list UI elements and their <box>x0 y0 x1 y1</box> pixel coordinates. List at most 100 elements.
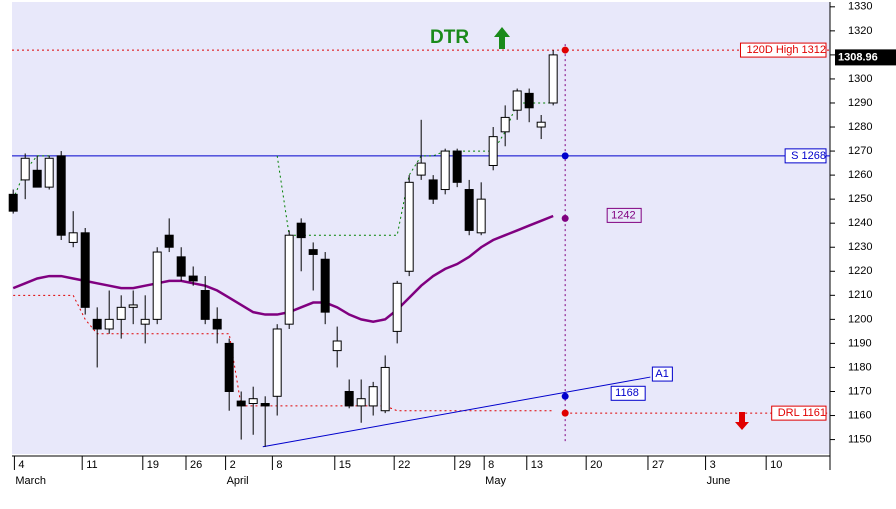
candle-body <box>68 232 78 243</box>
month-label: May <box>485 475 506 487</box>
x-tick-label: 8 <box>488 459 494 471</box>
candle-body <box>116 306 126 320</box>
month-label: June <box>707 475 731 487</box>
candle-body <box>524 92 534 109</box>
x-tick-label: 27 <box>652 459 664 471</box>
candle-body <box>308 249 318 255</box>
marker-label-box <box>610 385 646 401</box>
overlay-line <box>13 294 554 412</box>
candle-body <box>140 318 150 325</box>
last-price-box <box>835 49 896 66</box>
x-tick-label: 29 <box>459 459 471 471</box>
candle-body <box>104 318 114 330</box>
y-tick-label: 1150 <box>848 433 872 445</box>
level-label-box <box>739 42 827 58</box>
candle-body <box>500 116 510 133</box>
level-label: 120D High 1312 <box>746 44 826 56</box>
x-tick-label: 22 <box>398 459 410 471</box>
month-label: April <box>227 475 249 487</box>
candle-body <box>476 198 486 234</box>
candle-body <box>416 162 426 176</box>
marker-label-box <box>606 207 642 223</box>
y-tick-label: 1270 <box>848 145 872 157</box>
candle-body <box>32 169 42 188</box>
y-tick-label: 1330 <box>848 1 872 13</box>
candle-body <box>488 136 498 166</box>
candle-body <box>56 155 66 236</box>
level-label: DRL 1161 <box>778 407 826 419</box>
x-tick-label: 8 <box>276 459 282 471</box>
candle-body <box>200 290 210 320</box>
y-tick-label: 1160 <box>848 409 872 421</box>
candle-body <box>20 157 30 181</box>
up-arrow <box>494 27 510 49</box>
x-tick-label: 10 <box>770 459 782 471</box>
candle-body <box>236 400 246 407</box>
month-label: March <box>15 475 46 487</box>
marker-dot <box>561 152 569 160</box>
candle-body <box>92 318 102 330</box>
candle-body <box>452 150 462 183</box>
candle-body <box>188 275 198 282</box>
marker-dot <box>561 392 569 400</box>
y-tick-label: 1230 <box>848 241 872 253</box>
annotation: DTR <box>430 27 469 48</box>
marker-dot <box>561 46 569 54</box>
candle-body <box>80 232 90 308</box>
y-tick-label: 1190 <box>848 337 872 349</box>
candle-body <box>260 403 270 407</box>
level-label: S 1268 <box>791 150 826 162</box>
marker-dot <box>561 214 569 222</box>
marker-dot <box>561 409 569 417</box>
candle-body <box>380 366 390 412</box>
x-tick-label: 2 <box>230 459 236 471</box>
trendline-label-box <box>651 366 673 382</box>
x-tick-label: 15 <box>339 459 351 471</box>
candle-body <box>344 390 354 407</box>
candle-body <box>44 157 54 188</box>
candle-body <box>404 181 414 272</box>
y-tick-label: 1210 <box>848 289 872 301</box>
candle-body <box>176 256 186 277</box>
overlay-line <box>12 102 554 236</box>
y-tick-label: 1300 <box>848 73 872 85</box>
candle-body <box>212 318 222 330</box>
marker-label: 1168 <box>615 387 639 399</box>
candle-body <box>440 150 450 191</box>
candle-body <box>392 282 402 332</box>
candle-body <box>356 398 366 407</box>
candle-body <box>8 193 18 212</box>
x-tick-label: 26 <box>190 459 202 471</box>
candle-body <box>512 90 522 111</box>
candle-body <box>248 398 258 405</box>
candle-body <box>536 121 546 128</box>
x-tick-label: 20 <box>590 459 602 471</box>
marker-label: 1242 <box>611 209 635 221</box>
trendline-label: A1 <box>655 368 668 380</box>
y-tick-label: 1280 <box>848 121 872 133</box>
candle-body <box>272 328 282 397</box>
x-tick-label: 11 <box>86 459 97 471</box>
down-arrow <box>735 412 749 430</box>
y-tick-label: 1180 <box>848 361 872 373</box>
candle-body <box>428 179 438 200</box>
candle-body <box>296 222 306 239</box>
candle-body <box>164 234 174 248</box>
x-tick-label: 4 <box>18 459 24 471</box>
candle-body <box>332 340 342 352</box>
candle-body <box>368 386 378 407</box>
level-label-box <box>771 405 827 421</box>
y-tick-label: 1290 <box>848 97 872 109</box>
x-tick-label: 13 <box>531 459 543 471</box>
x-tick-label: 3 <box>710 459 716 471</box>
candle-body <box>320 258 330 313</box>
plot-area <box>12 2 830 454</box>
trendline <box>262 376 651 448</box>
candle-body <box>284 234 294 325</box>
last-price: 1308.96 <box>838 51 878 63</box>
y-tick-label: 1260 <box>848 169 872 181</box>
x-tick-label: 19 <box>147 459 159 471</box>
y-tick-label: 1220 <box>848 265 872 277</box>
y-tick-label: 1320 <box>848 25 872 37</box>
